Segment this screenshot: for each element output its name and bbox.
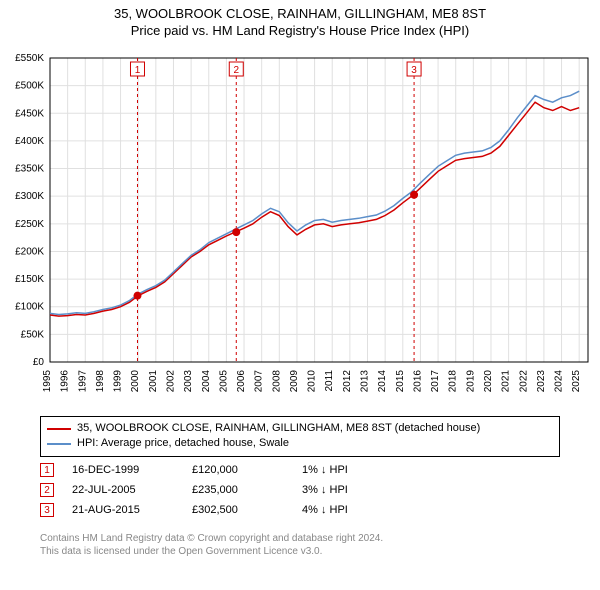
annotation-pct: 1% ↓ HPI — [302, 464, 402, 476]
svg-text:2007: 2007 — [254, 370, 265, 393]
annotation-date: 21-AUG-2015 — [72, 504, 192, 516]
svg-text:1998: 1998 — [95, 370, 106, 393]
title-subtitle: Price paid vs. HM Land Registry's House … — [0, 23, 600, 38]
legend-label: HPI: Average price, detached house, Swal… — [77, 436, 289, 451]
svg-text:1996: 1996 — [60, 370, 71, 393]
annotation-price: £235,000 — [192, 484, 302, 496]
svg-text:2015: 2015 — [395, 370, 406, 393]
svg-text:£50K: £50K — [21, 329, 45, 340]
table-row: 1 16-DEC-1999 £120,000 1% ↓ HPI — [40, 460, 402, 480]
svg-text:2001: 2001 — [148, 370, 159, 393]
svg-text:2020: 2020 — [483, 370, 494, 393]
svg-text:1995: 1995 — [42, 370, 53, 393]
annotation-date: 22-JUL-2005 — [72, 484, 192, 496]
footer-attribution: Contains HM Land Registry data © Crown c… — [40, 532, 383, 558]
svg-text:2006: 2006 — [236, 370, 247, 393]
chart-container: 35, WOOLBROOK CLOSE, RAINHAM, GILLINGHAM… — [0, 0, 600, 590]
annotation-marker: 1 — [40, 463, 54, 477]
svg-text:£0: £0 — [33, 357, 45, 368]
svg-text:2021: 2021 — [501, 370, 512, 393]
annotation-marker: 3 — [40, 503, 54, 517]
svg-text:1997: 1997 — [77, 370, 88, 393]
svg-text:3: 3 — [411, 65, 417, 76]
table-row: 2 22-JUL-2005 £235,000 3% ↓ HPI — [40, 480, 402, 500]
annotation-pct: 4% ↓ HPI — [302, 504, 402, 516]
svg-text:2025: 2025 — [571, 370, 582, 393]
svg-text:2002: 2002 — [165, 370, 176, 393]
legend-item: 35, WOOLBROOK CLOSE, RAINHAM, GILLINGHAM… — [47, 421, 553, 436]
svg-text:2023: 2023 — [536, 370, 547, 393]
svg-text:2024: 2024 — [554, 370, 565, 393]
annotation-price: £302,500 — [192, 504, 302, 516]
legend: 35, WOOLBROOK CLOSE, RAINHAM, GILLINGHAM… — [40, 416, 560, 457]
svg-text:£250K: £250K — [15, 219, 44, 230]
legend-item: HPI: Average price, detached house, Swal… — [47, 436, 553, 451]
annotation-price: £120,000 — [192, 464, 302, 476]
svg-text:£550K: £550K — [15, 53, 44, 64]
svg-text:2000: 2000 — [130, 370, 141, 393]
svg-text:£200K: £200K — [15, 246, 44, 257]
footer-line: This data is licensed under the Open Gov… — [40, 545, 383, 558]
svg-text:2009: 2009 — [289, 370, 300, 393]
svg-text:2010: 2010 — [307, 370, 318, 393]
svg-text:2022: 2022 — [518, 370, 529, 393]
sales-annotation-table: 1 16-DEC-1999 £120,000 1% ↓ HPI 2 22-JUL… — [40, 460, 402, 520]
annotation-date: 16-DEC-1999 — [72, 464, 192, 476]
svg-text:1999: 1999 — [113, 370, 124, 393]
svg-text:£400K: £400K — [15, 136, 44, 147]
svg-text:2008: 2008 — [271, 370, 282, 393]
annotation-marker: 2 — [40, 483, 54, 497]
svg-text:2004: 2004 — [201, 370, 212, 393]
svg-text:2011: 2011 — [324, 370, 335, 392]
svg-text:2005: 2005 — [218, 370, 229, 393]
svg-text:£500K: £500K — [15, 81, 44, 92]
svg-text:£350K: £350K — [15, 164, 44, 175]
svg-text:2013: 2013 — [360, 370, 371, 393]
title-block: 35, WOOLBROOK CLOSE, RAINHAM, GILLINGHAM… — [0, 0, 600, 38]
title-address: 35, WOOLBROOK CLOSE, RAINHAM, GILLINGHAM… — [0, 6, 600, 21]
legend-label: 35, WOOLBROOK CLOSE, RAINHAM, GILLINGHAM… — [77, 421, 480, 436]
svg-text:2014: 2014 — [377, 370, 388, 393]
svg-text:£300K: £300K — [15, 191, 44, 202]
svg-text:2012: 2012 — [342, 370, 353, 393]
legend-swatch — [47, 428, 71, 430]
svg-text:2016: 2016 — [412, 370, 423, 393]
svg-text:2018: 2018 — [448, 370, 459, 393]
svg-text:2017: 2017 — [430, 370, 441, 393]
svg-text:1: 1 — [135, 65, 141, 76]
svg-text:£450K: £450K — [15, 108, 44, 119]
footer-line: Contains HM Land Registry data © Crown c… — [40, 532, 383, 545]
svg-text:£100K: £100K — [15, 302, 44, 313]
chart: £0 £50K £100K £150K £200K £250K £300K £350K £400… — [0, 48, 600, 406]
svg-text:2003: 2003 — [183, 370, 194, 393]
svg-text:2: 2 — [233, 65, 239, 76]
legend-swatch — [47, 443, 71, 445]
svg-text:2019: 2019 — [465, 370, 476, 393]
svg-text:£150K: £150K — [15, 274, 44, 285]
annotation-pct: 3% ↓ HPI — [302, 484, 402, 496]
table-row: 3 21-AUG-2015 £302,500 4% ↓ HPI — [40, 500, 402, 520]
